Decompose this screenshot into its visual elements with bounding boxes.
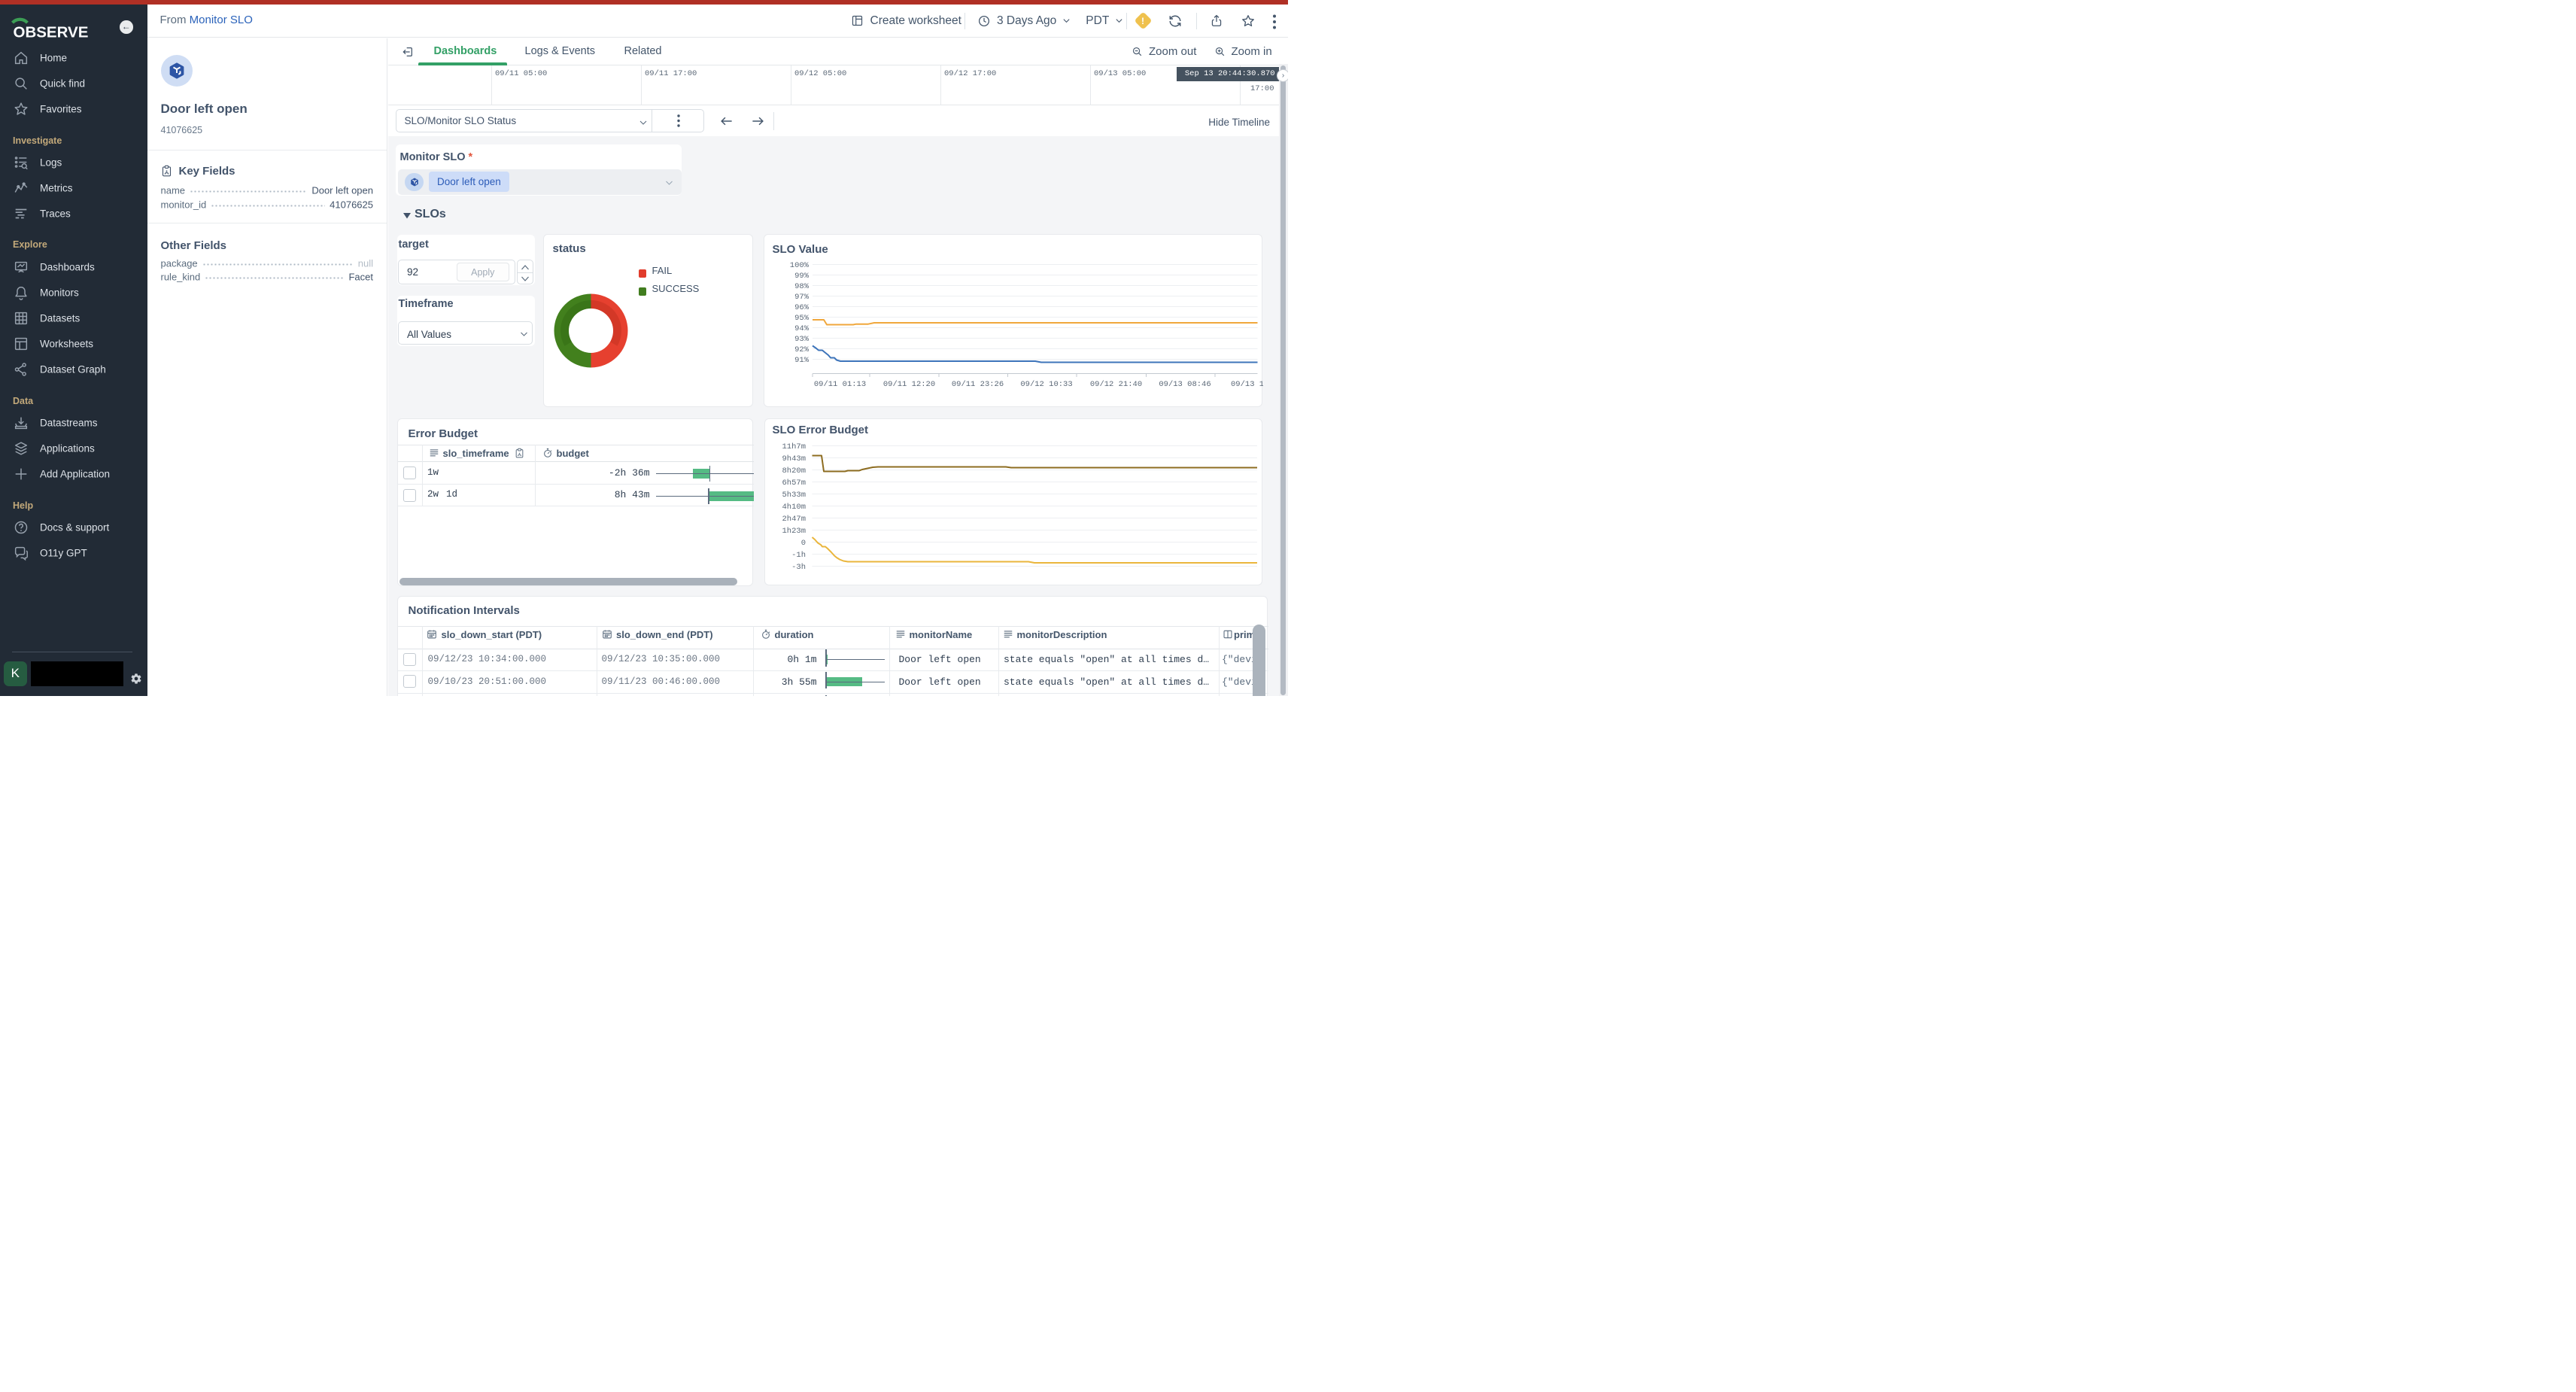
svg-text:97%: 97% [794, 293, 810, 302]
svg-text:100%: 100% [789, 261, 809, 270]
svg-text:09/11 12:20: 09/11 12:20 [882, 380, 934, 389]
svg-text:0: 0 [800, 539, 805, 548]
svg-text:91%: 91% [794, 356, 810, 365]
svg-text:09/11 23:26: 09/11 23:26 [951, 380, 1003, 389]
svg-text:99%: 99% [794, 272, 810, 281]
svg-text:-1h: -1h [791, 551, 806, 560]
svg-text:09/11 01:13: 09/11 01:13 [813, 380, 865, 389]
svg-text:95%: 95% [794, 314, 810, 323]
svg-text:09/12 21:40: 09/12 21:40 [1089, 380, 1141, 389]
svg-text:94%: 94% [794, 324, 810, 333]
svg-text:2h47m: 2h47m [782, 515, 806, 524]
svg-text:09/13 1: 09/13 1 [1231, 380, 1263, 389]
svg-text:8h20m: 8h20m [782, 467, 806, 476]
svg-text:11h7m: 11h7m [782, 442, 806, 451]
svg-text:5h33m: 5h33m [782, 491, 806, 500]
svg-text:09/12 10:33: 09/12 10:33 [1020, 380, 1072, 389]
svg-text:1h23m: 1h23m [782, 527, 806, 536]
svg-text:96%: 96% [794, 303, 810, 312]
svg-text:4h10m: 4h10m [782, 503, 806, 512]
svg-text:09/13 08:46: 09/13 08:46 [1159, 380, 1211, 389]
svg-text:98%: 98% [794, 282, 810, 291]
svg-text:OBSERVE: OBSERVE [14, 23, 89, 41]
svg-text:93%: 93% [794, 335, 810, 344]
svg-text:92%: 92% [794, 345, 810, 354]
svg-text:9h43m: 9h43m [782, 454, 806, 463]
svg-text:-3h: -3h [791, 563, 806, 572]
svg-text:6h57m: 6h57m [782, 479, 806, 488]
